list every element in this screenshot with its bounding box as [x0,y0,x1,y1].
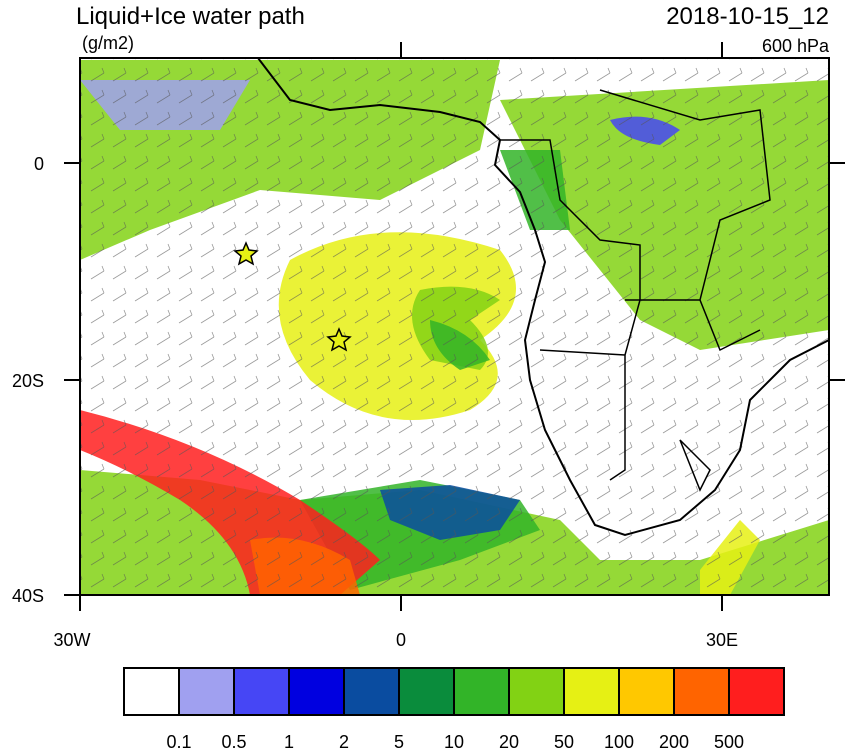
coastline [257,58,829,537]
colorbar-box [618,667,675,716]
colorbar-box [233,667,290,716]
star-marker [233,241,259,266]
lon-label: 30E [706,630,738,650]
frame-ticks [64,42,845,611]
colorbar-label: 50 [554,732,574,750]
colorbar-label: 2 [339,732,349,750]
level: 600 hPa [762,36,830,56]
map-overlay [80,58,829,595]
colorbar-box [508,667,565,716]
colorbar-box [123,667,180,716]
colorbar-box [563,667,620,716]
lat-label: 40S [12,586,44,606]
colorbar-box [178,667,235,716]
colorbar-box [453,667,510,716]
colorbar-label: 1 [284,732,294,750]
map-frame [79,57,830,596]
colorbar-box [673,667,730,716]
borders [500,89,771,492]
lon-label: 0 [396,630,406,650]
colorbar-label: 200 [659,732,689,750]
lon-label: 30W [53,630,90,650]
star-marker [326,327,352,352]
colorbar-box [343,667,400,716]
date: 2018-10-15_12 [666,3,829,30]
lat-label: 20S [12,371,44,391]
colorbar-label: 0.1 [166,732,191,750]
colorbar: 0.1 0.5 1 2 5 10 20 50 100 200 500 [123,667,785,750]
colorbar-label: 100 [604,732,634,750]
colorbar-box [728,667,785,716]
colorbar-label: 500 [714,732,744,750]
units: (g/m2) [82,33,134,53]
title: Liquid+Ice water path [76,3,305,30]
colorbar-box [398,667,455,716]
colorbar-label: 0.5 [221,732,246,750]
colorbar-label: 5 [394,732,404,750]
colorbar-label: 10 [444,732,464,750]
colorbar-label: 20 [499,732,519,750]
wind-barbs [80,58,829,595]
lat-label: 0 [34,154,44,174]
colorbar-box [288,667,345,716]
